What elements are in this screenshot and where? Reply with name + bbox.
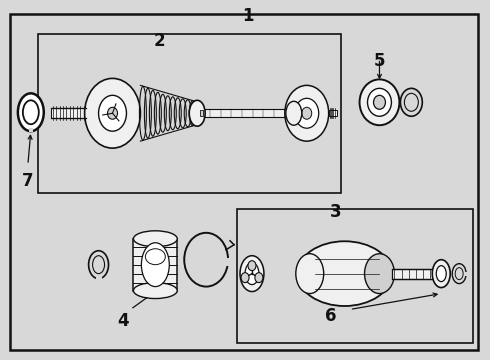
Bar: [29, 128, 33, 132]
Bar: [464, 272, 468, 276]
Ellipse shape: [107, 107, 118, 119]
Bar: [237, 209, 473, 343]
Bar: [38, 33, 341, 193]
Ellipse shape: [432, 260, 450, 288]
Text: 2: 2: [153, 32, 165, 50]
Bar: [200, 110, 203, 116]
Ellipse shape: [255, 273, 263, 283]
Ellipse shape: [368, 88, 392, 116]
Ellipse shape: [241, 273, 249, 283]
Bar: [51, 108, 86, 118]
Ellipse shape: [365, 254, 394, 293]
Bar: [133, 239, 177, 291]
Ellipse shape: [360, 80, 399, 125]
Ellipse shape: [85, 78, 141, 148]
Text: 1: 1: [242, 6, 254, 24]
Bar: [86, 110, 94, 116]
Ellipse shape: [248, 261, 256, 271]
Bar: [289, 109, 297, 117]
Ellipse shape: [98, 95, 126, 131]
Ellipse shape: [18, 93, 44, 131]
Ellipse shape: [133, 231, 177, 247]
Ellipse shape: [296, 254, 324, 293]
Ellipse shape: [133, 283, 177, 298]
Ellipse shape: [142, 243, 169, 287]
Ellipse shape: [297, 241, 392, 306]
Text: 6: 6: [325, 307, 337, 325]
Ellipse shape: [245, 263, 259, 285]
Bar: [329, 110, 337, 116]
Ellipse shape: [240, 256, 264, 292]
Text: 7: 7: [22, 172, 34, 190]
Ellipse shape: [373, 95, 386, 109]
Text: 4: 4: [118, 312, 129, 330]
Bar: [204, 109, 289, 117]
Ellipse shape: [302, 107, 312, 119]
Bar: [392, 269, 440, 279]
Ellipse shape: [285, 85, 329, 141]
Ellipse shape: [286, 101, 302, 125]
Ellipse shape: [436, 266, 446, 282]
Text: 3: 3: [330, 203, 342, 221]
Ellipse shape: [295, 98, 319, 128]
Text: 5: 5: [374, 53, 385, 71]
Bar: [225, 258, 231, 266]
Ellipse shape: [189, 100, 205, 126]
Bar: [96, 276, 101, 280]
